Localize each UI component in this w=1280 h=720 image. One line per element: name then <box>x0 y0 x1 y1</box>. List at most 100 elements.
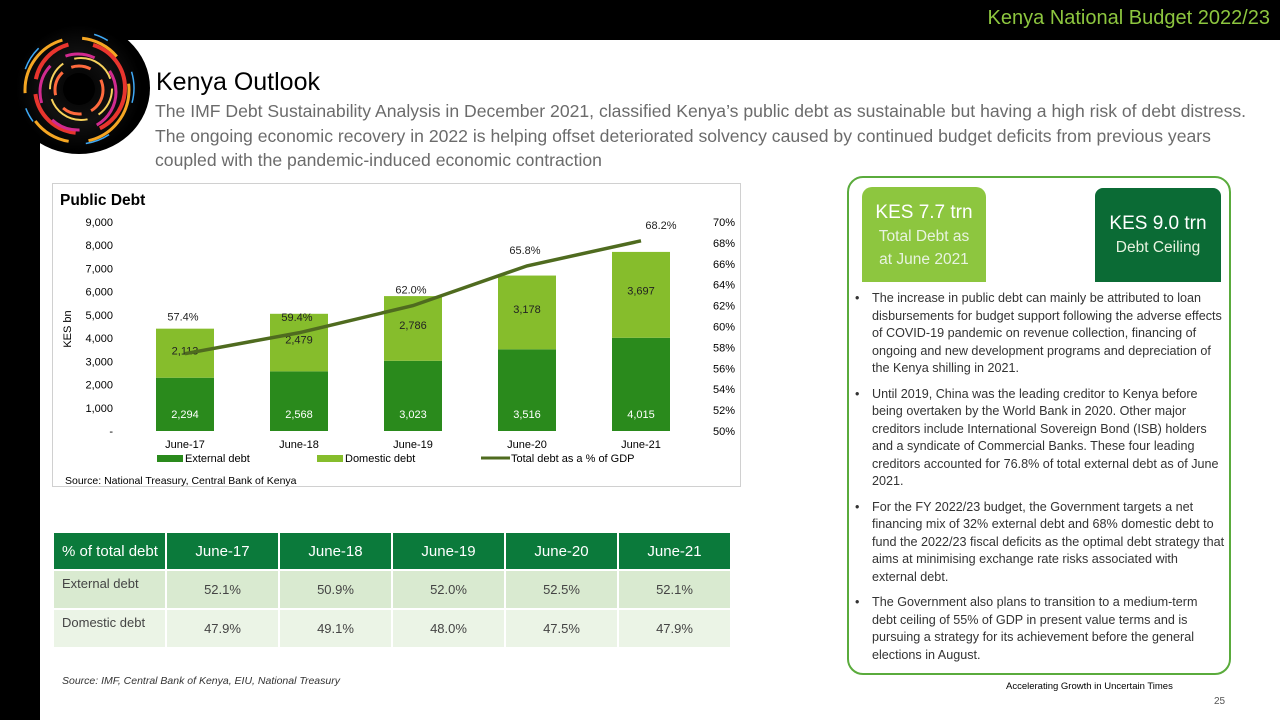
external-debt-bar <box>156 377 214 431</box>
table-header-cell: % of total debt <box>54 533 165 569</box>
y2-tick-label: 58% <box>713 342 735 354</box>
domestic-debt-bar <box>270 313 328 372</box>
y2-tick-label: 68% <box>713 238 735 250</box>
y2-tick-label: 62% <box>713 301 735 313</box>
y2-tick-label: 64% <box>713 280 735 292</box>
y2-tick-label: 56% <box>713 363 735 375</box>
table-cell: 50.9% <box>280 571 391 608</box>
external-debt-bar <box>270 371 328 431</box>
debt-share-table: % of total debt June-17 June-18 June-19 … <box>52 531 732 649</box>
bullet-icon: • <box>855 291 860 305</box>
domestic-debt-bar <box>612 251 670 338</box>
legend-label: Domestic debt <box>345 453 415 465</box>
bullet-list: • The increase in public debt can mainly … <box>855 290 1225 672</box>
table-row: External debt 52.1% 50.9% 52.0% 52.5% 52… <box>54 571 730 608</box>
x-tick-label: June-20 <box>507 439 547 451</box>
public-debt-chart: Public Debt KES bn - 1,000 2,000 3,000 4,000… <box>52 183 741 487</box>
domestic-debt-label: 2,113 <box>172 346 199 358</box>
y-tick-label: 5,000 <box>85 310 113 322</box>
table-cell: 49.1% <box>280 610 391 647</box>
y-tick-label: 4,000 <box>85 333 113 345</box>
table-source: Source: IMF, Central Bank of Kenya, EIU,… <box>62 675 340 687</box>
y-tick-label: 7,000 <box>85 263 113 275</box>
swirl-logo-icon <box>8 22 150 154</box>
chart-source: Source: National Treasury, Central Bank … <box>65 475 297 487</box>
debt-ceiling-label: Debt Ceiling <box>1115 239 1201 256</box>
x-tick-label: June-19 <box>393 439 433 451</box>
list-item: • The Government also plans to transition… <box>855 594 1225 664</box>
legend-swatch-domestic <box>317 455 343 462</box>
domestic-debt-label: 3,697 <box>627 286 655 298</box>
y2-tick-label: 60% <box>713 322 735 334</box>
debt-ceiling-card: KES 9.0 trn Debt Ceiling <box>1095 188 1221 282</box>
external-debt-bar <box>612 337 670 431</box>
table-cell: 47.5% <box>506 610 617 647</box>
external-debt-bar <box>384 360 442 431</box>
intro-paragraph: The IMF Debt Sustainability Analysis in … <box>155 101 1247 170</box>
total-debt-value: KES 7.7 trn <box>875 202 973 223</box>
table-header-cell: June-19 <box>393 533 504 569</box>
table-header-cell: June-17 <box>167 533 278 569</box>
bullet-text: Until 2019, China was the leading credit… <box>872 386 1219 489</box>
legend-swatch-external <box>157 455 183 462</box>
domestic-debt-label: 2,479 <box>285 335 313 347</box>
gdp-ratio-label: 62.0% <box>395 285 426 297</box>
budget-title: Kenya National Budget 2022/23 <box>987 7 1270 29</box>
list-item: • The increase in public debt can mainly … <box>855 290 1225 378</box>
external-debt-label: 3,516 <box>513 409 541 421</box>
chart-svg: Public Debt KES bn - 1,000 2,000 3,000 4,000… <box>60 192 735 487</box>
bullet-icon: • <box>855 386 860 401</box>
gdp-ratio-label: 57.4% <box>167 312 198 324</box>
domestic-debt-label: 2,786 <box>399 320 427 332</box>
total-debt-label-line2: at June 2021 <box>879 251 969 268</box>
chart-title: Public Debt <box>60 192 145 209</box>
y2-tick-label: 70% <box>713 217 735 229</box>
y2-tick-label: 54% <box>713 384 735 396</box>
x-tick-label: June-21 <box>621 439 661 451</box>
table-cell: 52.1% <box>619 571 730 608</box>
y-tick-label: 9,000 <box>85 217 113 229</box>
bullet-text: The increase in public debt can mainly b… <box>872 291 1222 375</box>
table-cell: 48.0% <box>393 610 504 647</box>
external-debt-label: 2,294 <box>171 409 199 421</box>
external-debt-label: 2,568 <box>285 409 313 421</box>
y-tick-label: 1,000 <box>85 403 113 415</box>
y2-tick-label: 50% <box>713 426 735 438</box>
bullet-text: For the FY 2022/23 budget, the Governmen… <box>872 499 1225 584</box>
table-cell: 52.0% <box>393 571 504 608</box>
external-debt-bar <box>498 349 556 431</box>
domestic-debt-label: 3,178 <box>513 304 541 316</box>
bullet-icon: • <box>855 499 860 514</box>
external-debt-label: 3,023 <box>399 409 427 421</box>
gdp-ratio-line <box>184 239 642 356</box>
y-tick-label: - <box>109 426 113 438</box>
y-tick-label: 3,000 <box>85 356 113 368</box>
legend-label: External debt <box>185 453 250 465</box>
total-debt-label-line1: Total Debt as <box>878 228 970 245</box>
table-header-cell: June-20 <box>506 533 617 569</box>
x-tick-label: June-18 <box>279 439 319 451</box>
page-number: 25 <box>1214 696 1226 707</box>
table-row-label: External debt <box>54 571 165 608</box>
list-item: • For the FY 2022/23 budget, the Governme… <box>855 499 1225 587</box>
table-header-row: % of total debt June-17 June-18 June-19 … <box>54 533 730 569</box>
table-header-cell: June-21 <box>619 533 730 569</box>
bullet-icon: • <box>855 595 860 609</box>
table-row-label: Domestic debt <box>54 610 165 647</box>
bullet-text: The Government also plans to transition … <box>872 595 1198 662</box>
y2-tick-label: 66% <box>713 259 735 271</box>
chart-y-axis-label: KES bn <box>62 310 74 347</box>
y2-tick-label: 52% <box>713 405 735 417</box>
total-debt-card: KES 7.7 trn Total Debt as at June 2021 <box>862 187 986 282</box>
y-tick-label: 6,000 <box>85 287 113 299</box>
legend-label: Total debt as a % of GDP <box>511 453 635 465</box>
table-cell: 47.9% <box>167 610 278 647</box>
y-tick-label: 2,000 <box>85 380 113 392</box>
gdp-ratio-label: 68.2% <box>645 220 676 232</box>
top-bar: Kenya National Budget 2022/23 <box>0 0 1280 40</box>
table-header-cell: June-18 <box>280 533 391 569</box>
table-row: Domestic debt 47.9% 49.1% 48.0% 47.5% 47… <box>54 610 730 647</box>
y-tick-label: 8,000 <box>85 240 113 252</box>
external-debt-label: 4,015 <box>627 409 655 421</box>
gdp-ratio-label: 59.4% <box>281 312 312 324</box>
